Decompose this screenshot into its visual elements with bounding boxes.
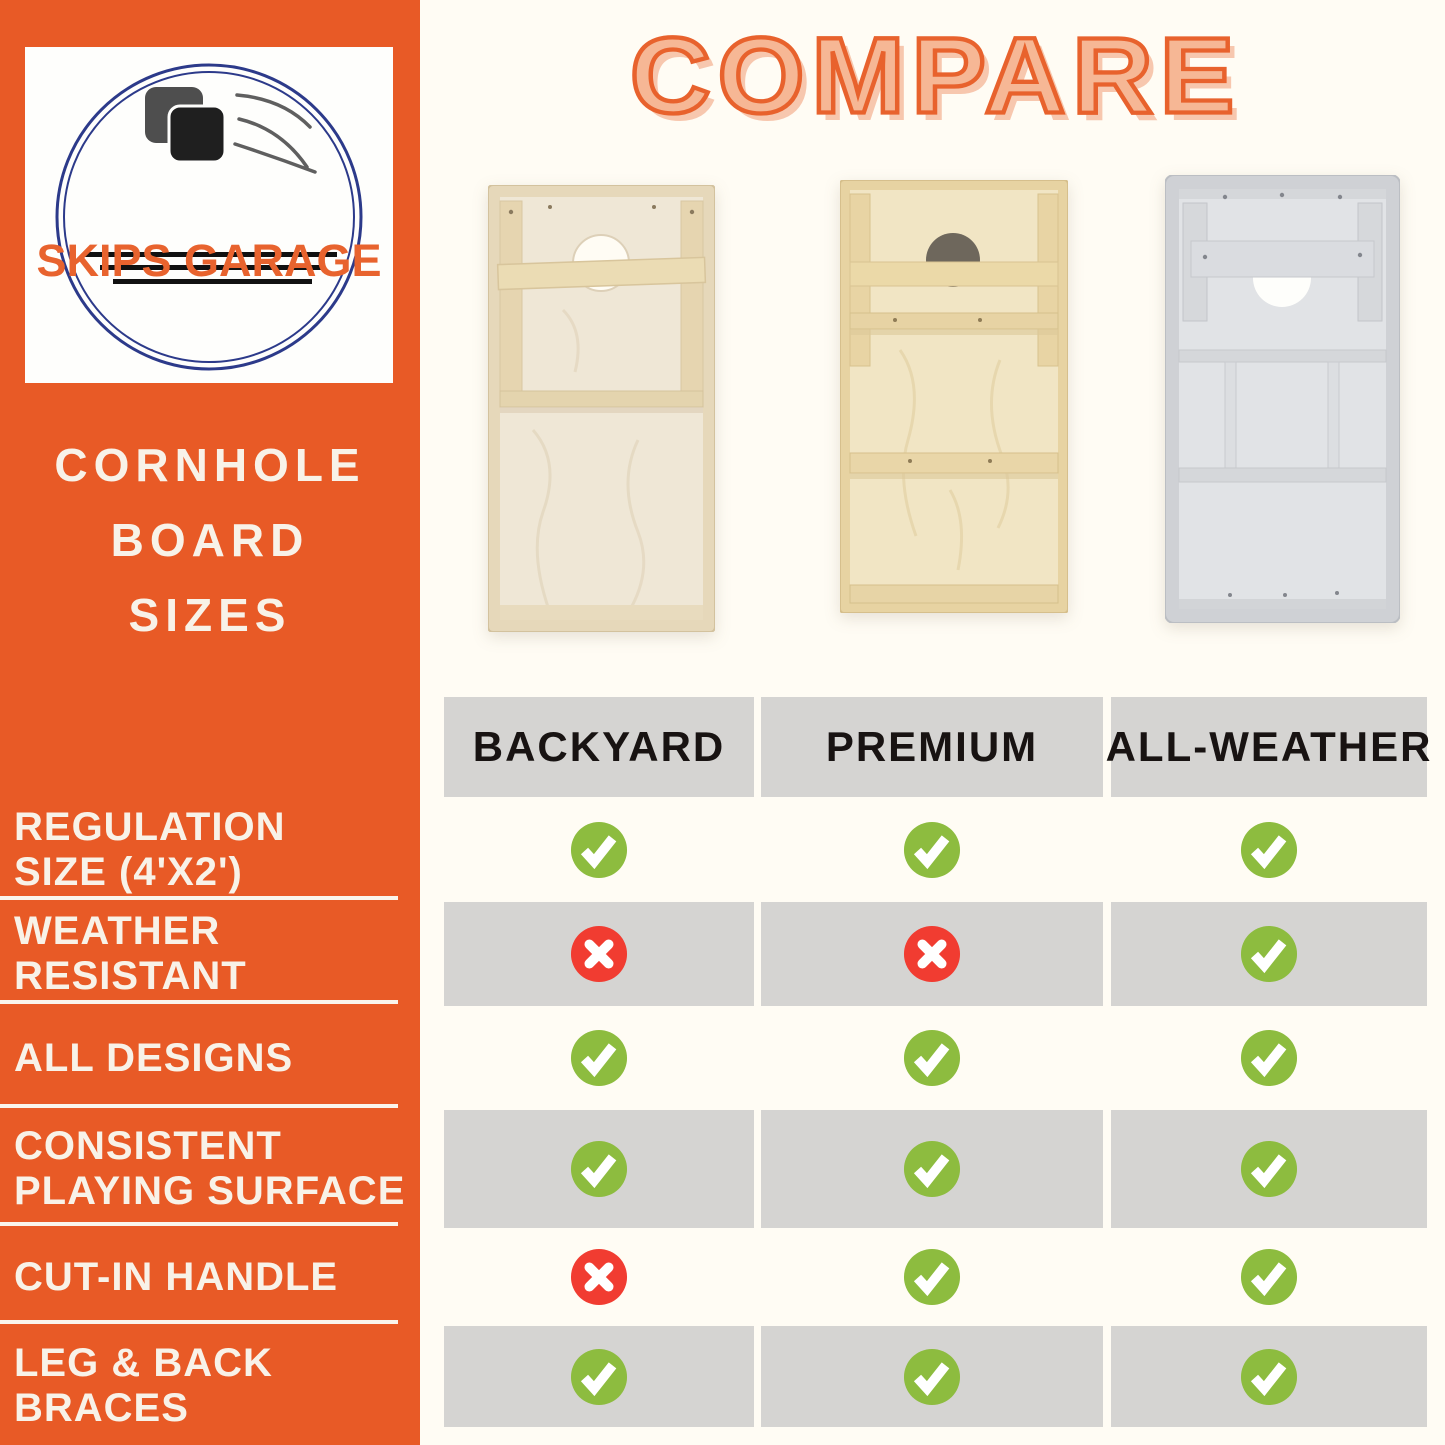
feature-label-line: ALL DESIGNS: [14, 1035, 294, 1080]
all-weather-board-photo: [1165, 175, 1400, 623]
check-icon: [570, 1029, 628, 1087]
cross-brace: [849, 452, 1059, 474]
feature-label-line: CUT-IN HANDLE: [14, 1254, 339, 1299]
brand-logo: SKIPS GARAGE: [25, 47, 393, 383]
feature-label-regulation-size-4-x2: REGULATION SIZE (4'X2'): [0, 797, 420, 902]
cross-brace: [849, 312, 1059, 330]
check-icon: [903, 821, 961, 879]
feature-label-leg-back-braces: LEG & BACK BRACES: [0, 1326, 420, 1445]
vertical-brace: [1224, 361, 1237, 471]
leg-crossbar: [496, 256, 707, 291]
cross-brace: [1178, 467, 1387, 483]
bottom-rail: [1179, 599, 1386, 609]
column-header-premium: PREMIUM: [761, 697, 1103, 797]
premium-board-photo: [840, 180, 1068, 613]
check-icon: [1240, 1348, 1298, 1406]
x-icon: [903, 925, 961, 983]
check-icon: [1240, 925, 1298, 983]
screws: [508, 205, 695, 215]
check-icon: [903, 1348, 961, 1406]
folded-leg: [680, 200, 704, 394]
sidebar-row-divider: [0, 1000, 398, 1004]
bottom-rail: [849, 584, 1059, 604]
cross-brace: [499, 390, 704, 408]
sidebar: SKIPS GARAGE CORNHOLE BOARD SIZES REGULA…: [0, 0, 420, 1445]
check-icon: [903, 1248, 961, 1306]
leg-crossbar: [849, 261, 1059, 287]
tossed-bags-icon: [145, 87, 227, 164]
folded-leg: [499, 200, 523, 394]
check-icon: [570, 1348, 628, 1406]
page-title: COMPARE: [628, 13, 1242, 138]
feature-label-line: REGULATION: [14, 804, 286, 849]
sidebar-title-line: CORNHOLE: [54, 439, 366, 491]
feature-label-line: BRACES: [14, 1385, 189, 1430]
feature-label-line: RESISTANT: [14, 954, 247, 998]
feature-label-line: LEG & BACK: [14, 1340, 273, 1385]
column-header-backyard: BACKYARD: [444, 697, 754, 797]
bottom-rail: [500, 605, 703, 620]
sidebar-row-divider: [0, 1104, 398, 1108]
check-icon: [1240, 1248, 1298, 1306]
sidebar-title: CORNHOLE BOARD SIZES: [0, 428, 420, 653]
sidebar-row-divider: [0, 1222, 398, 1226]
brand-logo-art-icon: [55, 63, 363, 371]
feature-label-consistent-playing-surface: CONSISTENT PLAYING SURFACE: [0, 1110, 420, 1228]
swoosh-lines-icon: [233, 93, 317, 174]
sidebar-title-line: BOARD: [110, 514, 310, 566]
screws: [893, 318, 992, 463]
backyard-board-photo: [488, 185, 715, 632]
check-icon: [903, 1140, 961, 1198]
feature-label-line: PLAYING SURFACE: [14, 1169, 406, 1213]
check-icon: [570, 1140, 628, 1198]
leg-crossbar: [1190, 240, 1375, 278]
wood-grain: [531, 308, 646, 611]
vertical-brace: [1327, 361, 1340, 471]
sidebar-row-divider: [0, 1320, 398, 1324]
check-icon: [1240, 1140, 1298, 1198]
feature-label-line: WEATHER: [14, 909, 221, 953]
x-icon: [570, 1248, 628, 1306]
cross-brace: [1178, 349, 1387, 363]
sidebar-title-line: SIZES: [128, 589, 292, 641]
feature-label-line: CONSISTENT: [14, 1124, 282, 1168]
feature-label-weather-resistant: WEATHER RESISTANT: [0, 902, 420, 1006]
brand-name: SKIPS GARAGE: [36, 235, 382, 286]
logo-underline-lines: [85, 252, 337, 284]
check-icon: [1240, 1029, 1298, 1087]
sidebar-row-divider: [0, 896, 398, 900]
check-icon: [1240, 821, 1298, 879]
check-icon: [903, 1029, 961, 1087]
x-icon: [570, 925, 628, 983]
feature-label-cut-in-handle: CUT-IN HANDLE: [0, 1228, 420, 1326]
feature-label-line: SIZE (4'X2'): [14, 849, 243, 894]
column-header-all-weather: ALL-WEATHER: [1106, 697, 1430, 797]
check-icon: [570, 821, 628, 879]
screws: [1202, 192, 1363, 597]
feature-label-all-designs: ALL DESIGNS: [0, 1006, 420, 1110]
